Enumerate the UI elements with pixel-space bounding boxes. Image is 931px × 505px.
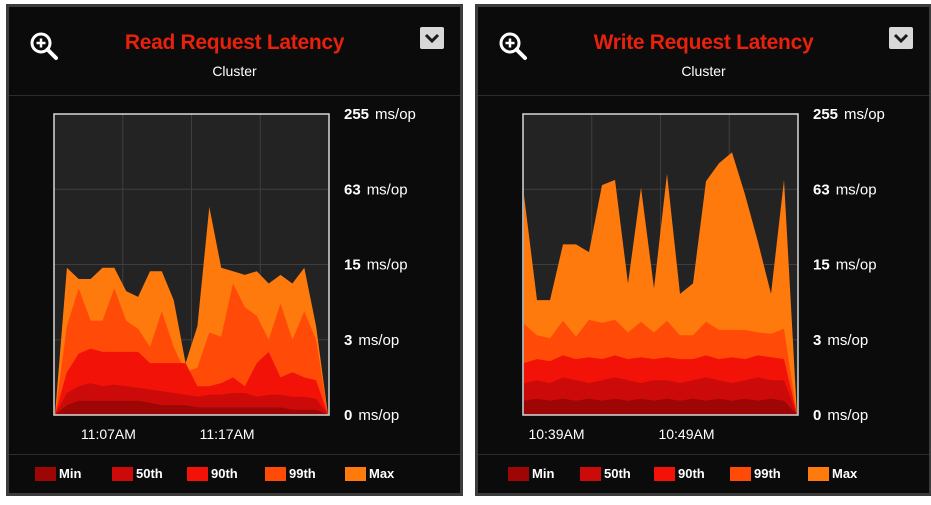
- x-tick-label: 10:39AM: [528, 426, 584, 442]
- y-tick-unit: ms/op: [358, 332, 399, 349]
- y-tick-label: 3 ms/op: [813, 332, 868, 349]
- y-tick-unit: ms/op: [367, 257, 408, 274]
- read-latency-panel: Read Request Latency Cluster 255 ms/op 63 m…: [6, 4, 463, 496]
- legend-item-90th[interactable]: 90th: [654, 466, 705, 481]
- y-tick-value: 0: [813, 407, 821, 424]
- legend-swatch: [808, 466, 829, 481]
- y-tick-unit: ms/op: [836, 257, 877, 274]
- legend-label: 90th: [678, 466, 705, 481]
- legend-swatch: [187, 466, 208, 481]
- legend-label: 99th: [289, 466, 316, 481]
- zoom-in-icon[interactable]: [498, 31, 528, 61]
- legend-swatch: [35, 466, 56, 481]
- legend-item-max[interactable]: Max: [345, 466, 394, 481]
- y-tick-value: 255: [813, 106, 838, 123]
- legend-item-max[interactable]: Max: [808, 466, 857, 481]
- legend-label: Max: [369, 466, 395, 481]
- read-latency-chart: 255 ms/op 63 ms/op 15 ms/op 3 ms/op 0 ms/op 11:07A…: [53, 106, 416, 442]
- write-latency-panel: Write Request Latency Cluster 255 ms/op 63…: [475, 4, 931, 496]
- y-tick-label: 0 ms/op: [813, 407, 868, 424]
- y-tick-label: 3 ms/op: [344, 332, 399, 349]
- legend-item-99th[interactable]: 99th: [730, 466, 781, 481]
- zoom-in-icon[interactable]: [29, 31, 59, 61]
- write-latency-chart: 255 ms/op 63 ms/op 15 ms/op 3 ms/op 0 ms/op 10:39A…: [522, 106, 885, 442]
- y-tick-label: 63 ms/op: [344, 181, 408, 198]
- chart-subtitle: Cluster: [681, 63, 726, 79]
- y-tick-unit: ms/op: [836, 181, 877, 198]
- plot-border: [53, 113, 330, 416]
- chevron-down-icon[interactable]: [889, 27, 913, 49]
- y-tick-value: 15: [813, 257, 830, 274]
- legend-swatch: [345, 466, 366, 481]
- legend-swatch: [580, 466, 601, 481]
- y-tick-value: 3: [813, 332, 821, 349]
- y-tick-unit: ms/op: [827, 332, 868, 349]
- x-tick-label: 11:07AM: [81, 426, 136, 442]
- legend-item-min[interactable]: Min: [508, 466, 554, 481]
- area-min: [55, 400, 328, 415]
- area-min: [524, 398, 797, 415]
- legend-item-50th[interactable]: 50th: [580, 466, 631, 481]
- legend-swatch: [730, 466, 751, 481]
- y-tick-value: 15: [344, 257, 361, 274]
- y-tick-label: 15 ms/op: [813, 257, 877, 274]
- y-tick-label: 255 ms/op: [813, 106, 885, 123]
- chevron-down-icon[interactable]: [420, 27, 444, 49]
- legend-label: 90th: [211, 466, 238, 481]
- panel-header: Write Request Latency Cluster: [478, 7, 929, 96]
- legend-label: 50th: [136, 466, 163, 481]
- legend-swatch: [654, 466, 675, 481]
- plot-border: [522, 113, 799, 416]
- legend-item-99th[interactable]: 99th: [265, 466, 316, 481]
- y-tick-unit: ms/op: [367, 181, 408, 198]
- x-tick-label: 11:17AM: [200, 426, 255, 442]
- y-tick-label: 255 ms/op: [344, 106, 416, 123]
- chart-title: Write Request Latency: [593, 31, 814, 54]
- x-tick-label: 10:49AM: [658, 426, 714, 442]
- y-tick-value: 3: [344, 332, 352, 349]
- legend-item-min[interactable]: Min: [35, 466, 81, 481]
- y-tick-label: 15 ms/op: [344, 257, 408, 274]
- chart-title: Read Request Latency: [124, 31, 345, 54]
- legend-swatch: [265, 466, 286, 481]
- chart-subtitle: Cluster: [212, 63, 257, 79]
- legend-label: Max: [832, 466, 858, 481]
- y-tick-value: 0: [344, 407, 352, 424]
- y-tick-unit: ms/op: [827, 407, 868, 424]
- y-tick-unit: ms/op: [358, 407, 399, 424]
- legend-label: 99th: [754, 466, 781, 481]
- y-tick-value: 255: [344, 106, 369, 123]
- legend-label: Min: [59, 466, 82, 481]
- y-tick-label: 63 ms/op: [813, 181, 877, 198]
- y-tick-value: 63: [813, 181, 830, 198]
- panel-header: Read Request Latency Cluster: [9, 7, 460, 96]
- legend-swatch: [508, 466, 529, 481]
- legend-item-50th[interactable]: 50th: [112, 466, 163, 481]
- legend-swatch: [112, 466, 133, 481]
- chart-legend: Min 50th 90th 99th Max: [9, 454, 460, 491]
- legend-label: Min: [532, 466, 555, 481]
- legend-item-90th[interactable]: 90th: [187, 466, 238, 481]
- legend-label: 50th: [604, 466, 631, 481]
- y-tick-unit: ms/op: [375, 106, 416, 123]
- y-tick-label: 0 ms/op: [344, 407, 399, 424]
- y-tick-unit: ms/op: [844, 106, 885, 123]
- y-tick-value: 63: [344, 181, 361, 198]
- chart-legend: Min 50th 90th 99th Max: [478, 454, 929, 491]
